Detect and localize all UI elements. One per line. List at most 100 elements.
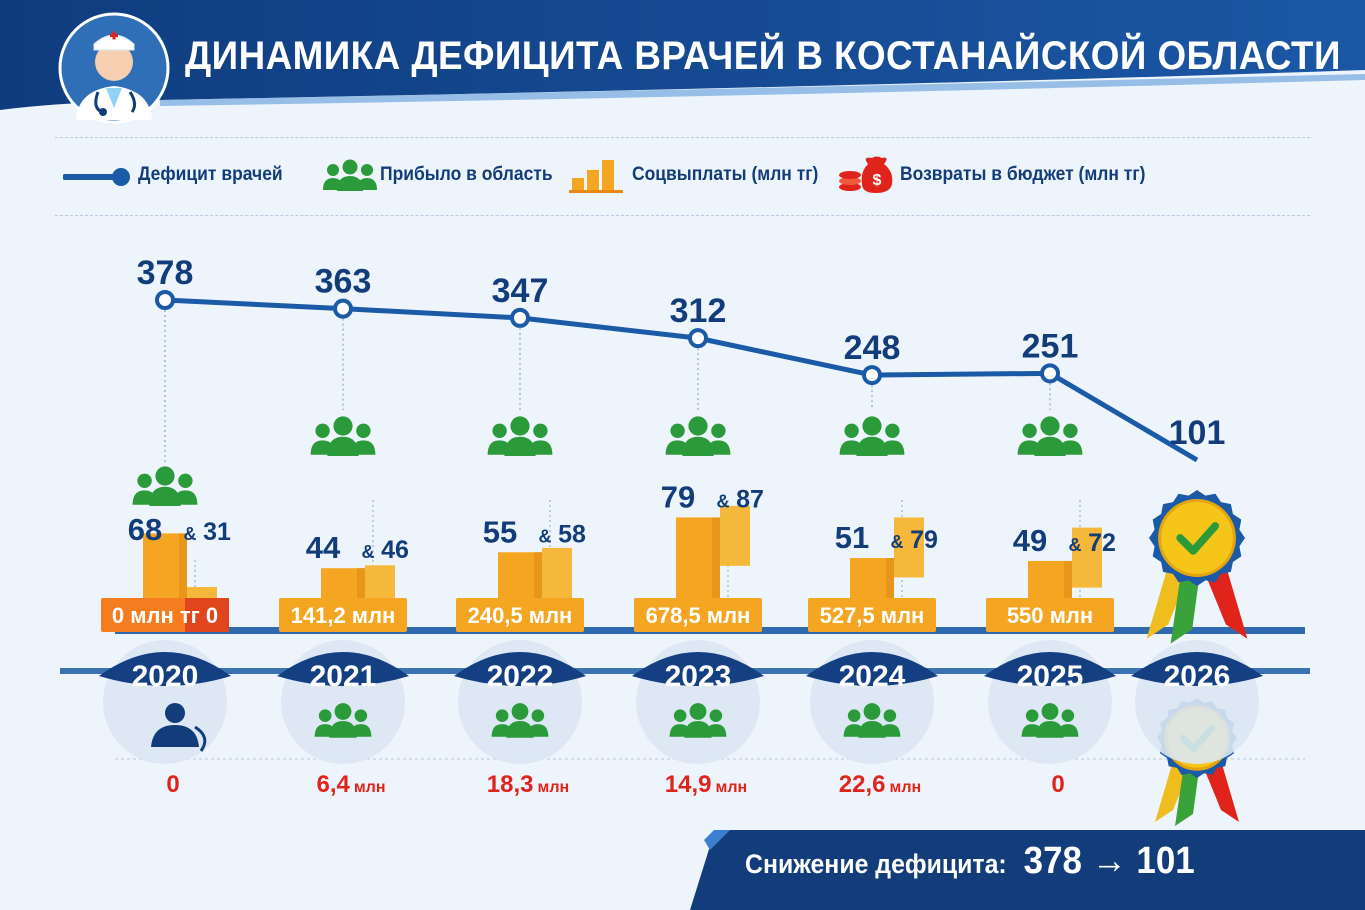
year-label: 2025	[1017, 660, 1084, 693]
legend-people-icon	[323, 159, 377, 191]
arrived-second-label: 31	[203, 518, 231, 546]
arrived-bar-second	[720, 505, 750, 566]
payment-box	[634, 598, 762, 632]
payment-box	[279, 598, 407, 632]
payment-label: 550 млн	[1007, 603, 1093, 628]
payment-label: 527,5 млн	[820, 603, 925, 628]
arrived-people-icon	[665, 416, 731, 456]
payment-label: 141,2 млн	[291, 603, 396, 628]
arrived-people-icon	[132, 466, 198, 506]
deficit-label: 251	[1022, 327, 1079, 365]
arrived-second-label: 46	[381, 536, 409, 564]
arrived-second-label: 58	[558, 520, 586, 548]
arrived-bar-main-shade	[1064, 560, 1072, 632]
medal-2026-icon	[1146, 490, 1248, 644]
arrived-value-label: 68	[128, 512, 162, 547]
ampersand-label: &	[539, 526, 552, 546]
arrived-people-icon	[1017, 416, 1083, 456]
legend-arrived-label: Прибыло в область	[380, 164, 553, 185]
returns-label: 18,3 млн	[487, 771, 569, 798]
returns-label: 14,9 млн	[665, 771, 747, 798]
deficit-point	[862, 365, 882, 386]
arrived-people-icon	[314, 703, 372, 738]
arrived-people-icon	[843, 703, 901, 738]
arrived-bar-second	[542, 547, 572, 608]
arrived-value-label: 55	[483, 514, 517, 549]
payment-label: 0 млн тг 0	[112, 603, 218, 628]
arrived-value-label: 79	[661, 479, 695, 514]
payment-box	[986, 598, 1114, 632]
doctor-icon	[151, 703, 207, 752]
arrived-value-label: 49	[1013, 523, 1047, 558]
year-label: 2024	[839, 660, 906, 693]
ampersand-label: &	[717, 491, 730, 511]
year-label: 2023	[665, 660, 732, 693]
legend-money-bag-icon: $	[839, 156, 893, 193]
legend-bar-chart-icon	[569, 160, 623, 193]
deficit-label: 378	[137, 254, 194, 292]
deficit-point	[1040, 363, 1060, 384]
arrived-people-icon	[839, 416, 905, 456]
year-badge	[454, 652, 586, 686]
arrived-second-label: 72	[1088, 529, 1116, 557]
returns-label: 6,4 млн	[316, 771, 385, 798]
year-badge	[1131, 652, 1263, 686]
summary-text: Снижение дефицита: 378 → 101	[745, 840, 1195, 883]
arrived-bar-main-shade	[712, 517, 720, 632]
year-badge	[984, 652, 1116, 686]
ampersand-label: &	[891, 532, 904, 552]
summary-value: 378 → 101	[1023, 840, 1195, 882]
deficit-point	[510, 307, 530, 328]
page-title: ДИНАМИКА ДЕФИЦИТА ВРАЧЕЙ В КОСТАНАЙСКОЙ …	[185, 34, 1341, 78]
ampersand-label: &	[362, 542, 375, 562]
payment-label: 678,5 млн	[646, 603, 751, 628]
arrived-second-label: 87	[736, 485, 764, 513]
legend-divider-bottom	[55, 215, 1310, 216]
arrived-people-icon	[310, 416, 376, 456]
year-badge	[632, 652, 764, 686]
deficit-label: 347	[492, 272, 549, 310]
arrived-bar-main-shade	[886, 558, 894, 632]
payment-box-shade	[185, 598, 229, 632]
legend-deficit-label: Дефицит врачей	[138, 164, 283, 185]
deficit-label: 363	[315, 263, 372, 301]
year-label: 2026	[1164, 660, 1231, 693]
payment-label: 240,5 млн	[468, 603, 573, 628]
deficit-label: 312	[670, 292, 727, 330]
year-label: 2020	[132, 660, 199, 693]
legend-returns-label: Возвраты в бюджет (млн тг)	[900, 164, 1146, 185]
year-label: 2021	[310, 660, 377, 693]
arrived-people-icon	[491, 703, 549, 738]
year-badge	[99, 652, 231, 686]
arrived-second-label: 79	[910, 526, 938, 554]
arrived-bar-second	[894, 517, 924, 578]
payment-box	[456, 598, 584, 632]
svg-text:$: $	[873, 172, 882, 189]
legend-divider-top	[55, 137, 1310, 138]
arrived-bar-main-shade	[534, 552, 542, 632]
year-badge	[277, 652, 409, 686]
returns-label: 0	[1051, 771, 1064, 798]
returns-label: 22,6 млн	[839, 771, 921, 798]
year-badge	[806, 652, 938, 686]
payment-box	[808, 598, 936, 632]
deficit-point	[155, 290, 175, 310]
arrived-value-label: 44	[306, 530, 341, 565]
ampersand-label: &	[1069, 535, 1082, 555]
arrived-people-icon	[669, 703, 727, 738]
doctor-avatar-icon	[58, 12, 170, 124]
legend-payments-label: Соцвыплаты (млн тг)	[632, 164, 819, 185]
header-banner	[0, 0, 1365, 110]
year-label: 2022	[487, 660, 554, 693]
arrived-bar-main-shade	[179, 533, 187, 632]
ampersand-label: &	[184, 524, 197, 544]
arrived-value-label: 51	[835, 520, 869, 555]
deficit-label: 101	[1169, 414, 1226, 452]
arrived-bar-second	[1072, 527, 1102, 588]
arrived-people-icon	[1021, 703, 1079, 738]
summary-label: Снижение дефицита:	[745, 849, 1007, 879]
arrived-people-icon	[487, 416, 553, 456]
summary-banner	[690, 830, 1365, 910]
returns-label: 0	[166, 771, 179, 798]
